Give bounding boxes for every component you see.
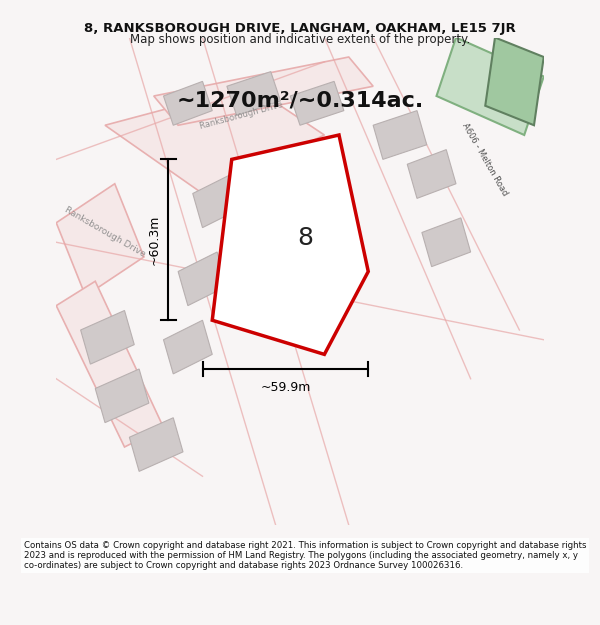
Polygon shape [437, 38, 544, 135]
Text: Map shows position and indicative extent of the property.: Map shows position and indicative extent… [130, 32, 470, 46]
Polygon shape [178, 252, 227, 306]
Polygon shape [163, 320, 212, 374]
Text: Ranksborough Drive: Ranksborough Drive [63, 206, 147, 259]
Polygon shape [422, 218, 470, 267]
Polygon shape [485, 38, 544, 125]
Text: ~1270m²/~0.314ac.: ~1270m²/~0.314ac. [176, 91, 424, 111]
Polygon shape [227, 72, 281, 116]
Text: Contains OS data © Crown copyright and database right 2021. This information is : Contains OS data © Crown copyright and d… [24, 541, 587, 571]
Polygon shape [105, 86, 325, 194]
Polygon shape [163, 81, 212, 125]
Polygon shape [212, 135, 368, 354]
Text: 8: 8 [297, 226, 313, 251]
Text: ~59.9m: ~59.9m [260, 381, 311, 394]
Text: 8, RANKSBOROUGH DRIVE, LANGHAM, OAKHAM, LE15 7JR: 8, RANKSBOROUGH DRIVE, LANGHAM, OAKHAM, … [84, 22, 516, 35]
Polygon shape [130, 418, 183, 471]
Polygon shape [407, 149, 456, 198]
Text: Ranksborough Drive: Ranksborough Drive [199, 100, 284, 131]
Polygon shape [290, 81, 344, 125]
Polygon shape [80, 311, 134, 364]
Polygon shape [56, 281, 163, 447]
Text: A606 - Melton Road: A606 - Melton Road [461, 121, 510, 198]
Polygon shape [56, 184, 144, 296]
Polygon shape [193, 174, 241, 228]
Polygon shape [95, 369, 149, 423]
Polygon shape [154, 57, 373, 125]
Text: ~60.3m: ~60.3m [148, 214, 161, 265]
Polygon shape [373, 111, 427, 159]
